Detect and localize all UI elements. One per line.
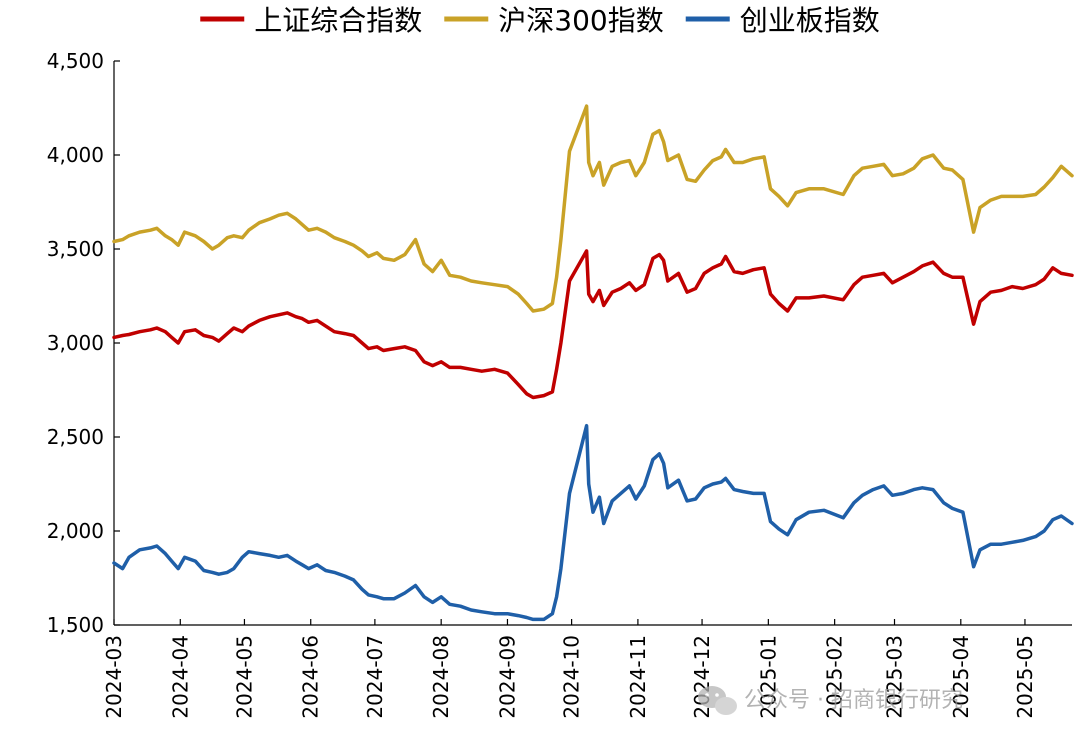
- y-tick-label: 2,500: [47, 425, 104, 449]
- legend-item-0: 上证综合指数: [200, 4, 422, 37]
- legend-item-1: 沪深300指数: [444, 4, 664, 37]
- x-tick-label: 2024-09: [495, 635, 519, 719]
- legend-item-2: 创业板指数: [685, 4, 880, 37]
- x-tick-label: 2024-06: [299, 635, 323, 719]
- x-tick-label: 2025-03: [883, 635, 907, 719]
- x-tick-label: 2024-07: [363, 635, 387, 719]
- series-line-1: [112, 104, 1074, 313]
- x-tick-label: 2025-04: [949, 635, 973, 719]
- x-tick-label: 2025-02: [823, 635, 847, 719]
- series-line-0: [112, 249, 1074, 400]
- watermark-text: 公众号 · 招商银行研究: [744, 688, 963, 713]
- x-tick-label: 2025-05: [1013, 635, 1037, 719]
- y-tick-label: 4,500: [47, 49, 104, 73]
- x-tick-label: 2024-11: [626, 635, 650, 719]
- legend-label: 上证综合指数: [254, 4, 422, 37]
- x-tick-label: 2024-08: [429, 635, 453, 719]
- y-tick-label: 3,000: [47, 331, 104, 355]
- y-tick-label: 2,000: [47, 519, 104, 543]
- x-tick-label: 2024-03: [102, 635, 126, 719]
- y-tick-label: 1,500: [47, 613, 104, 637]
- x-tick-label: 2024-10: [560, 635, 584, 719]
- x-tick-label: 2024-05: [232, 635, 256, 719]
- watermark: 公众号 · 招商银行研究: [698, 686, 963, 715]
- legend: 上证综合指数 沪深300指数 创业板指数: [200, 4, 880, 37]
- series-line-2: [112, 423, 1074, 622]
- wechat-icon: [698, 686, 737, 715]
- legend-label: 创业板指数: [740, 4, 880, 37]
- legend-label: 沪深300指数: [498, 4, 663, 37]
- y-axis: 1,500 2,000 2,500 3,000 3,500 4,000 4,500: [47, 49, 120, 637]
- x-tick-label: 2025-01: [756, 635, 780, 719]
- y-tick-label: 3,500: [47, 237, 104, 261]
- y-tick-label: 4,000: [47, 143, 104, 167]
- series-lines: [112, 104, 1074, 622]
- x-tick-label: 2024-04: [168, 635, 192, 719]
